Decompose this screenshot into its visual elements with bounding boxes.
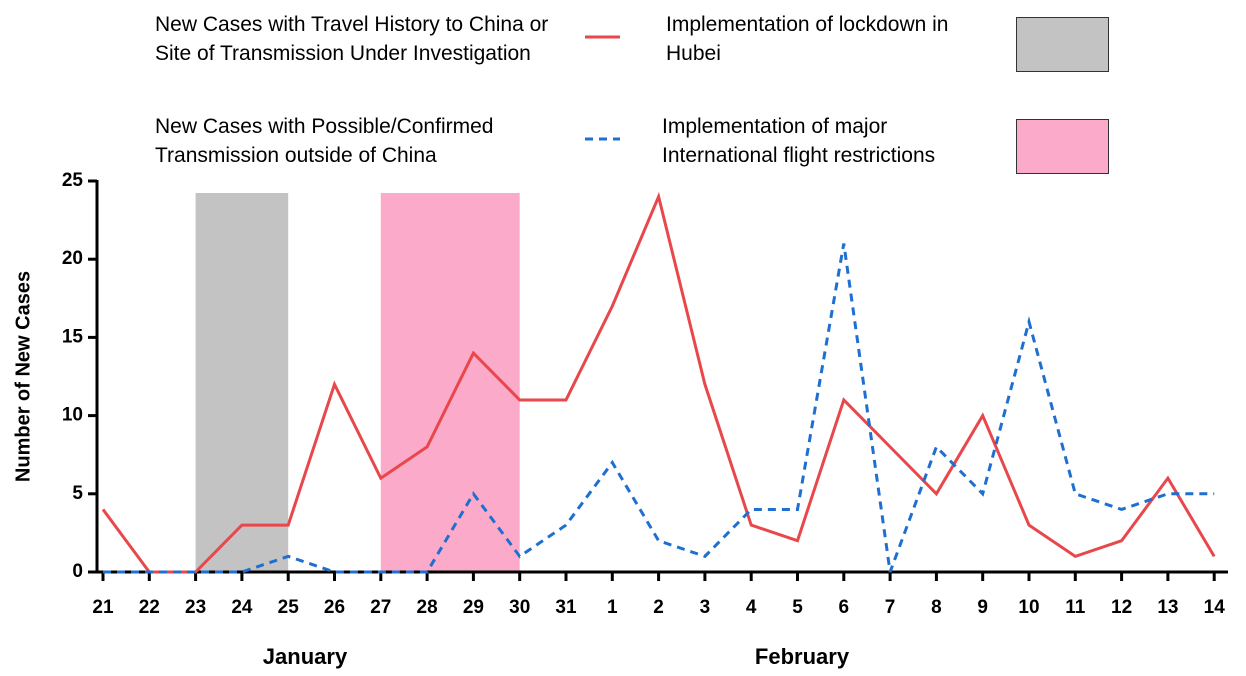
x-tick-label: 26 xyxy=(324,597,345,618)
x-tick-label: 14 xyxy=(1204,597,1226,618)
x-tick-label: 2 xyxy=(653,597,664,618)
y-tick-label: 20 xyxy=(62,248,83,269)
x-tick-label: 12 xyxy=(1111,597,1132,618)
x-tick-label: 5 xyxy=(792,597,803,618)
x-tick-label: 11 xyxy=(1065,597,1086,618)
y-tick-label: 25 xyxy=(62,170,84,191)
x-tick-label: 13 xyxy=(1157,597,1178,618)
x-tick-label: 8 xyxy=(931,597,942,618)
legend-swatch xyxy=(1016,17,1109,72)
x-tick-label: 7 xyxy=(885,597,896,618)
y-tick-label: 15 xyxy=(62,326,84,347)
x-tick-label: 3 xyxy=(700,597,711,618)
month-label: February xyxy=(755,644,850,669)
x-tick-label: 4 xyxy=(746,597,757,618)
legend-label: New Cases with Travel History to China o… xyxy=(155,13,549,65)
x-tick-label: 24 xyxy=(231,597,253,618)
shaded-region xyxy=(195,193,289,572)
x-tick-label: 6 xyxy=(839,597,850,618)
y-tick-label: 5 xyxy=(72,483,83,504)
legend-label: Implementation of major International fl… xyxy=(662,115,936,167)
x-tick-label: 28 xyxy=(417,597,438,618)
x-tick-label: 31 xyxy=(555,597,577,618)
legend-label: Implementation of lockdown in Hubei xyxy=(666,13,949,65)
x-tick-label: 10 xyxy=(1018,597,1039,618)
x-tick-label: 1 xyxy=(607,597,618,618)
x-tick-label: 22 xyxy=(139,597,160,618)
x-tick-label: 30 xyxy=(509,597,530,618)
series-line xyxy=(101,191,1216,574)
y-axis-title: Number of New Cases xyxy=(12,271,34,482)
shaded-region xyxy=(380,193,520,572)
legend-swatch xyxy=(1016,119,1109,174)
x-tick-label: 29 xyxy=(463,597,484,618)
y-tick-label: 10 xyxy=(62,405,83,426)
month-label: January xyxy=(263,644,348,669)
series-line xyxy=(103,243,1215,574)
x-tick-label: 9 xyxy=(977,597,988,618)
y-tick-label: 0 xyxy=(72,561,83,582)
legend-label: New Cases with Possible/Confirmed Transm… xyxy=(155,115,494,167)
x-tick-label: 23 xyxy=(185,597,206,618)
x-tick-label: 27 xyxy=(370,597,391,618)
x-tick-label: 25 xyxy=(278,597,300,618)
x-tick-label: 21 xyxy=(92,597,114,618)
